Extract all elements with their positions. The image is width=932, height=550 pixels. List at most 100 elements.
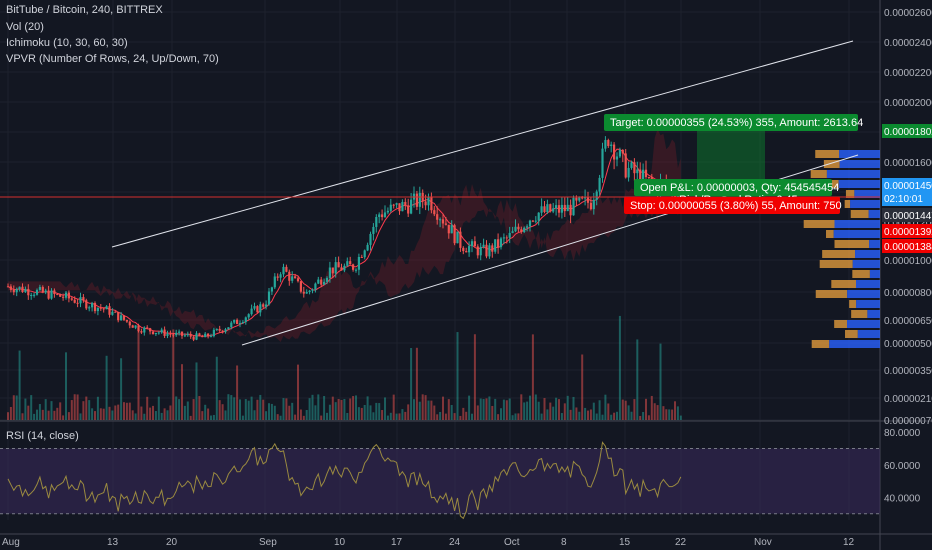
volume-bar xyxy=(418,401,421,420)
rsi-band xyxy=(0,448,880,514)
candle-body xyxy=(369,233,372,245)
candle-body xyxy=(613,144,616,160)
symbol-legend[interactable]: BitTube / Bitcoin, 240, BITTREX xyxy=(6,4,163,16)
candle-body xyxy=(154,332,157,335)
target-price-tag: 0.00001802 xyxy=(882,124,932,138)
candle-body xyxy=(146,327,149,329)
candle-body xyxy=(531,220,534,222)
volume-bar xyxy=(575,407,578,420)
candle-body xyxy=(265,304,268,307)
candle-body xyxy=(218,328,221,331)
volume-bar xyxy=(105,355,108,420)
candle-body xyxy=(166,333,169,336)
vpvr-up-bar xyxy=(852,260,880,268)
vpvr-down-bar xyxy=(815,290,848,298)
open-pnl-label[interactable]: Open P&L: 0.00000003, Qty: 454545454 xyxy=(634,179,839,196)
candle-body xyxy=(398,203,401,212)
candle-body xyxy=(381,214,384,218)
candle-body xyxy=(424,201,427,206)
volume-bar xyxy=(198,396,201,420)
candle-body xyxy=(149,328,152,332)
candle-body xyxy=(450,225,453,234)
vpvr-down-bar xyxy=(822,250,856,258)
candle-body xyxy=(610,144,613,147)
candle-body xyxy=(270,287,273,292)
volume-bar xyxy=(375,402,378,420)
volume-bar xyxy=(668,409,671,420)
candle-body xyxy=(436,214,439,220)
x-tick-label: 22 xyxy=(675,537,687,548)
volume-bar xyxy=(233,397,236,420)
candle-body xyxy=(465,251,468,253)
volume-bar xyxy=(146,396,149,420)
volume-bar xyxy=(343,398,346,420)
x-tick-label: 20 xyxy=(166,537,178,548)
candle-body xyxy=(317,279,320,284)
vpvr-down-bar xyxy=(811,340,830,348)
volume-legend[interactable]: Vol (20) xyxy=(6,21,44,33)
vpvr-up-bar xyxy=(838,180,880,188)
channel-upper xyxy=(111,40,854,248)
candle-body xyxy=(273,276,276,288)
vpvr-up-bar xyxy=(869,240,880,248)
candle-body xyxy=(401,201,404,212)
volume-bar xyxy=(540,413,543,420)
target-label[interactable]: Target: 0.00000355 (24.53%) 355, Amount:… xyxy=(604,114,863,131)
volume-bar xyxy=(346,413,349,420)
volume-bar xyxy=(297,364,299,420)
volume-bar xyxy=(70,400,73,420)
volume-bar xyxy=(94,411,96,420)
stop-label[interactable]: Stop: 0.00000055 (3.80%) 55, Amount: 750 xyxy=(624,197,842,214)
volume-bar xyxy=(305,409,308,420)
volume-bar xyxy=(389,412,392,420)
candle-body xyxy=(479,246,482,256)
candle-body xyxy=(430,196,433,211)
candle-body xyxy=(328,267,331,278)
candle-body xyxy=(372,226,375,234)
volume-bar xyxy=(47,410,50,420)
vpvr-up-bar xyxy=(829,340,880,348)
volume-bar xyxy=(653,403,656,420)
candle-body xyxy=(282,266,285,275)
candle-body xyxy=(627,167,630,178)
candle-body xyxy=(117,311,120,321)
volume-bar xyxy=(453,413,456,420)
candle-body xyxy=(38,287,41,290)
volume-bar xyxy=(154,411,157,420)
y-tick-label: 0.00001000 xyxy=(884,256,932,267)
candle-body xyxy=(386,210,389,213)
candle-body xyxy=(540,206,543,213)
volume-bar xyxy=(273,405,276,420)
candle-body xyxy=(601,148,604,178)
volume-bars xyxy=(7,315,682,420)
volume-bar xyxy=(270,403,273,420)
vpvr-up-bar xyxy=(847,320,880,328)
volume-bar xyxy=(511,415,514,420)
candle-body xyxy=(349,261,352,265)
candle-body xyxy=(250,308,253,315)
volume-bar xyxy=(372,412,375,420)
rsi-legend[interactable]: RSI (14, close) xyxy=(6,430,79,442)
volume-bar xyxy=(471,413,473,420)
vpvr-down-bar xyxy=(849,300,857,308)
candle-body xyxy=(459,231,462,248)
volume-bar xyxy=(404,411,407,420)
candlestick-series xyxy=(6,136,682,342)
vpvr-up-bar xyxy=(839,150,880,158)
candle-body xyxy=(151,331,155,335)
volume-bar xyxy=(15,395,18,420)
volume-bar xyxy=(517,413,520,420)
ichimoku-legend[interactable]: Ichimoku (10, 30, 60, 30) xyxy=(6,37,128,49)
volume-bar xyxy=(201,411,204,420)
candle-body xyxy=(375,217,378,227)
candle-body xyxy=(560,204,563,213)
volume-bar xyxy=(401,409,404,420)
volume-bar xyxy=(131,410,134,420)
candle-body xyxy=(320,279,323,285)
y-tick-label: 0.00002200 xyxy=(884,68,932,79)
vpvr-legend[interactable]: VPVR (Number Of Rows, 24, Up/Down, 70) xyxy=(6,53,219,65)
volume-bar xyxy=(117,404,120,420)
candle-body xyxy=(207,333,210,337)
candle-body xyxy=(143,327,146,333)
